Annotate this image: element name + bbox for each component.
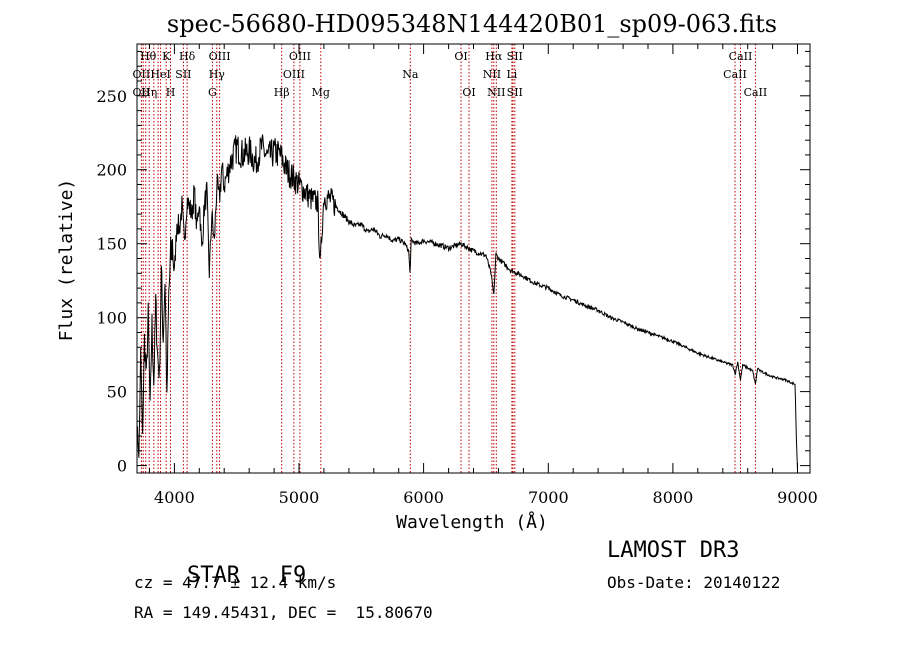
line-label-5: OI <box>454 50 467 63</box>
object-subclass: F9 <box>279 563 307 588</box>
line-label-27: CaII <box>744 86 768 99</box>
line-label-24: OI <box>462 86 475 99</box>
plot-frame <box>136 43 811 474</box>
line-label-11: SII <box>175 68 191 81</box>
line-label-7: SII <box>507 50 523 63</box>
x-tick-label-0: 4000 <box>154 488 195 507</box>
line-label-14: Na <box>402 68 419 81</box>
line-label-21: G <box>208 86 217 99</box>
y-tick-label-5: 250 <box>96 87 127 106</box>
line-label-26: SII <box>507 86 523 99</box>
line-label-2: Hδ <box>179 50 196 63</box>
object-class-row: STAR F9 <box>134 538 306 613</box>
x-tick-label-1: 5000 <box>279 488 320 507</box>
line-label-0: Hθ <box>140 50 157 63</box>
y-axis-ticks: 0 50 100 150 200 250 <box>96 50 810 476</box>
survey-name: LAMOST DR3 <box>607 538 740 563</box>
line-label-8: CaII <box>729 50 753 63</box>
line-label-17: CaII <box>723 68 747 81</box>
line-label-6: Hα <box>485 50 503 63</box>
y-tick-label-4: 200 <box>96 161 127 180</box>
line-label-13: OIII <box>283 68 305 81</box>
y-tick-label-0: 0 <box>117 457 127 476</box>
line-label-1: K <box>162 50 171 63</box>
object-class: STAR <box>186 563 240 588</box>
line-label-10: HeI <box>150 68 170 81</box>
line-label-20: H <box>166 86 176 99</box>
x-axis-ticks: 4000 5000 6000 7000 8000 9000 <box>149 44 818 507</box>
y-axis-label: Flux (relative) <box>56 179 77 342</box>
x-tick-label-2: 6000 <box>403 488 444 507</box>
line-label-19: Hη <box>141 86 157 99</box>
x-tick-label-5: 9000 <box>777 488 818 507</box>
y-tick-label-3: 150 <box>96 235 127 254</box>
line-label-15: NII <box>483 68 501 81</box>
line-label-16: Li <box>506 68 517 81</box>
line-label-4: OIII <box>289 50 311 63</box>
emission-line-labels: Hθ K Hδ OIII OIII OI Hα SII CaII OII HeI SII Hγ OIII N… <box>133 50 768 99</box>
spectrum-series <box>136 134 798 471</box>
line-label-3: OIII <box>209 50 231 63</box>
x-tick-label-4: 8000 <box>653 488 694 507</box>
line-label-25: NII <box>487 86 505 99</box>
x-axis-label: Wavelength (Å) <box>396 511 548 533</box>
line-label-23: Mg <box>312 86 330 99</box>
line-label-9: OII <box>133 68 151 81</box>
x-tick-label-3: 7000 <box>528 488 569 507</box>
line-label-22: Hβ <box>274 86 290 99</box>
chart-title: spec-56680-HD095348N144420B01_sp09-063.f… <box>167 10 777 38</box>
spectrum-line <box>136 134 798 471</box>
emission-line-markers <box>140 44 756 473</box>
observation-date: Obs-Date: 20140122 <box>607 573 781 592</box>
y-tick-label-2: 100 <box>96 309 127 328</box>
redshift-cz: cz = 47.7 ± 12.4 km/s <box>134 573 337 592</box>
y-tick-label-1: 50 <box>107 383 127 402</box>
coordinates: RA = 149.45431, DEC = 15.80670 <box>134 603 433 622</box>
line-label-12: Hγ <box>209 68 226 81</box>
